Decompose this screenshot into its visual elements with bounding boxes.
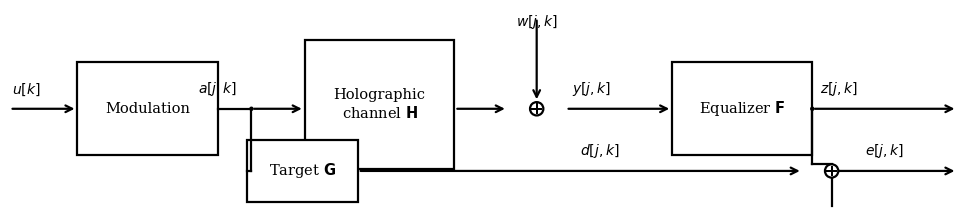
Text: $a[j,k]$: $a[j,k]$ xyxy=(197,80,237,98)
Text: Target $\mathbf{G}$: Target $\mathbf{G}$ xyxy=(269,161,336,180)
Text: Holographic
channel $\mathbf{H}$: Holographic channel $\mathbf{H}$ xyxy=(334,88,425,121)
Ellipse shape xyxy=(810,107,814,111)
Bar xyxy=(247,140,358,202)
Bar xyxy=(305,40,454,169)
Text: $w[j,k]$: $w[j,k]$ xyxy=(515,13,558,31)
Bar xyxy=(77,62,218,155)
Text: $u[k]$: $u[k]$ xyxy=(12,81,41,98)
Text: Modulation: Modulation xyxy=(105,102,190,116)
Text: Equalizer $\mathbf{F}$: Equalizer $\mathbf{F}$ xyxy=(699,99,785,118)
Ellipse shape xyxy=(530,102,543,115)
Ellipse shape xyxy=(249,107,253,111)
Text: $z[j,k]$: $z[j,k]$ xyxy=(820,80,858,98)
Ellipse shape xyxy=(825,164,838,178)
Text: $d[j,k]$: $d[j,k]$ xyxy=(580,142,620,160)
Text: $e[j,k]$: $e[j,k]$ xyxy=(865,142,905,160)
Bar xyxy=(672,62,812,155)
Text: $y[j,k]$: $y[j,k]$ xyxy=(572,80,612,98)
